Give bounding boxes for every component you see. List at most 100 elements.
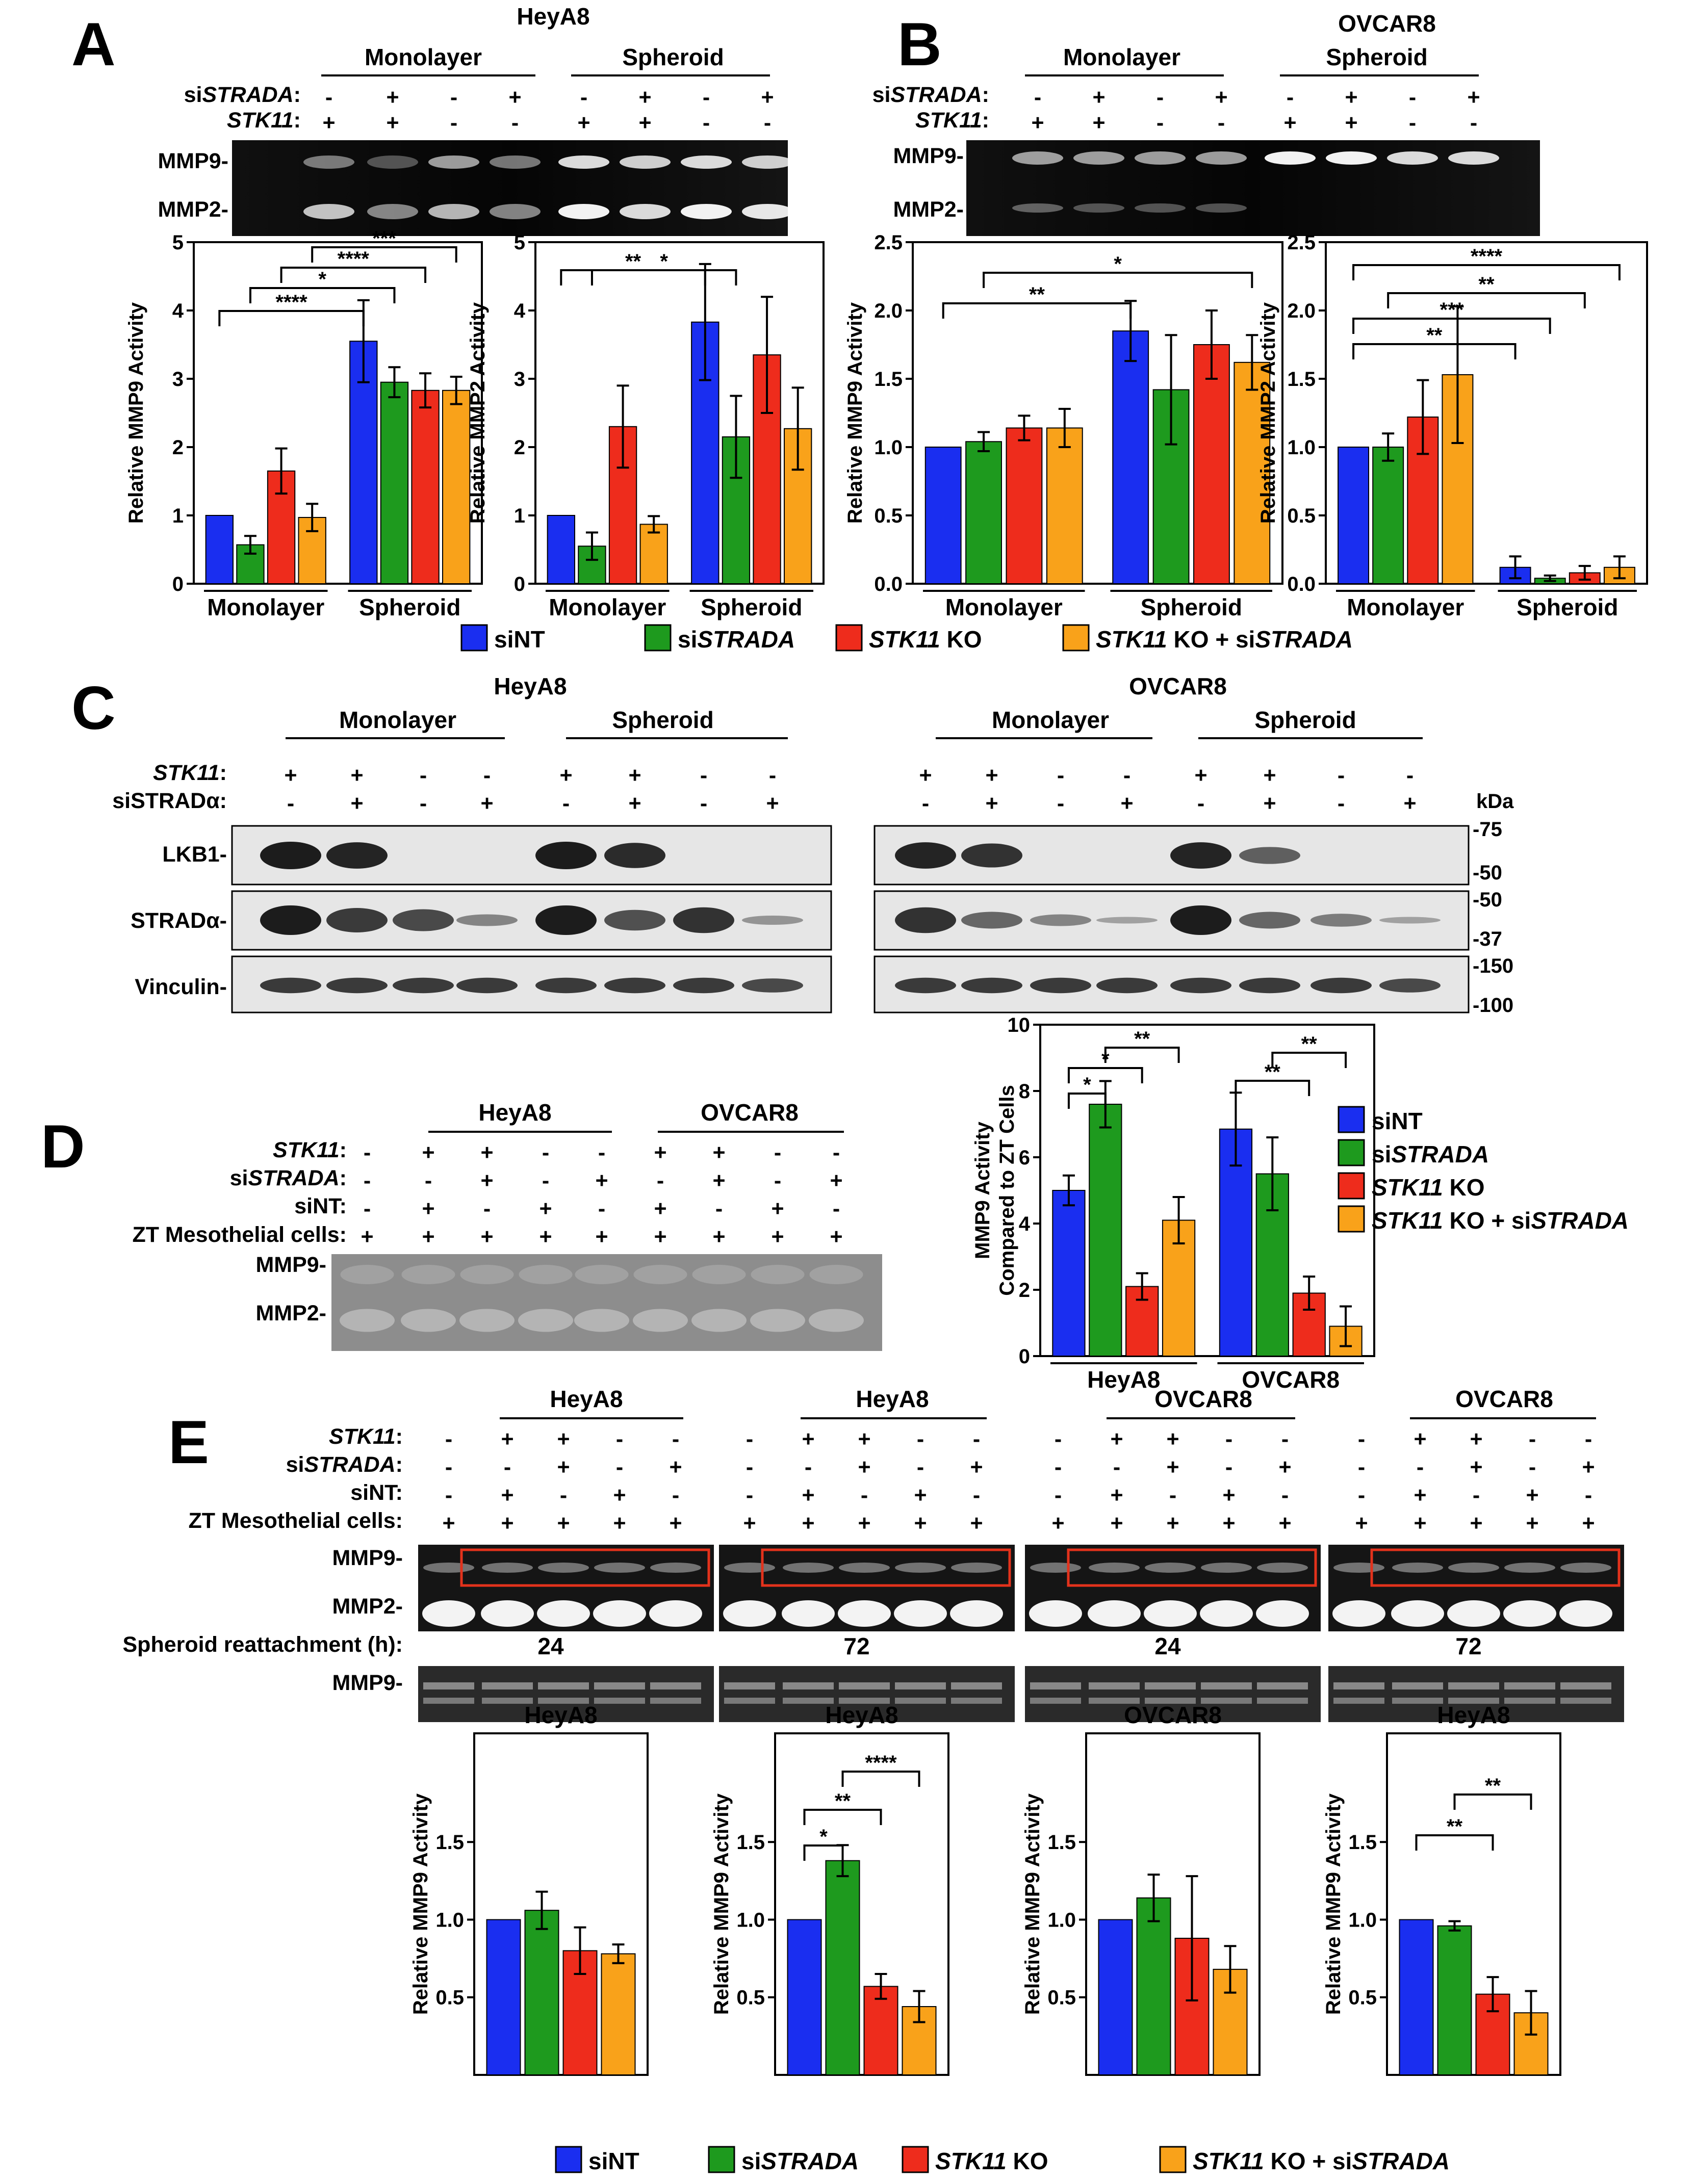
e3-mmp9-band [1030,1563,1081,1573]
e2-sign-row0-0: - [746,1427,753,1451]
chart-frame [912,241,1283,585]
d-heya8-title: HeyA8 [478,1099,551,1126]
e4-mmp2-band [1447,1600,1500,1627]
legend-d-swatch-KOsi [1338,1205,1365,1233]
legend-e-label-part: STRADA [761,2148,859,2174]
c-strada-band [393,909,454,931]
significance-bracket [1352,264,1621,280]
y-tick-label: 0.5 [1047,1987,1076,2009]
a-sign-strada-3: + [508,85,521,110]
c-blot-frame [231,825,832,886]
b-sign-stk11-0: + [1031,111,1044,135]
legend-e-label-siSTRADA: siSTRADA [741,2148,859,2174]
a-sign-stk11-6: - [703,111,710,135]
e4-sign-row0-4: - [1585,1427,1592,1451]
e4-sign-row1-1: - [1417,1455,1424,1479]
chart-frame [473,1732,649,2076]
a-sign-strada-6: - [703,85,710,110]
d-sign-strada-0: - [364,1168,371,1193]
c-vinculin-band [1096,977,1158,994]
a-mmp9-band [367,155,418,169]
e3-sign-row3-0: + [1051,1511,1064,1536]
c-vinculin-band [326,977,388,994]
c-vinculin-band [742,978,803,993]
a-sign-strada-5: + [638,85,651,110]
bar-siNT [486,1919,521,2076]
panel-c-headers: HeyA8 OVCAR8 Monolayer Spheroid Monolaye… [339,673,1356,733]
d-mmp2-band [750,1309,805,1332]
e-row-stk11: STK11: [329,1424,403,1449]
c-kda-markers: kDa -75 -50 -50 -37 -150 -100 [1473,790,1514,1017]
y-tick-label: 4 [514,300,526,322]
d-sign-strada-7: - [774,1168,781,1193]
b-sign-strada-7: + [1467,85,1480,110]
d-sign-stk11-1: + [422,1140,434,1165]
d-sign-sint-6: - [715,1197,723,1221]
b-sign-stk11-3: - [1218,111,1225,135]
legend-d-label-part: STK11 [1372,1207,1443,1234]
e1-sign-row0-0: - [445,1427,452,1451]
d-sign-sint-2: - [483,1197,491,1221]
legend-ab-label-KO: STK11 KO [869,626,982,653]
significance-bracket [1352,318,1551,334]
y-axis-label: Relative MMP9 Activity [844,302,866,524]
legend-ab-label-siNT: siNT [494,626,545,653]
b-sign-stk11-2: - [1157,111,1164,135]
y-tick-label: 0 [1019,1345,1030,1368]
e1-crop-band [594,1682,645,1689]
bar-siNT [1052,1190,1086,1357]
y-tick-label: 0.5 [1348,1987,1377,2009]
d-sign-sint-7: + [771,1197,784,1221]
bar-KOsi [639,524,668,585]
b-sign-strada-5: + [1345,85,1357,110]
b-row-stk11: STK11: [915,108,989,133]
a-mmp2-band [490,204,541,219]
e1-mmp2-band [593,1600,646,1627]
e3-sign-row0-4: - [1281,1427,1289,1451]
y-axis-label: Compared to ZT Cells [996,1085,1018,1295]
b-cell-title: OVCAR8 [1338,10,1436,37]
a-sign-stk11-0: + [322,111,335,135]
e3-crop-band [1201,1682,1252,1689]
e1-sign-row2-1: + [501,1483,513,1507]
group-label: Spheroid [359,594,460,620]
e4-crop-band [1392,1682,1443,1689]
e2-sign-row3-4: + [970,1511,983,1536]
y-tick-label: 4 [172,300,184,322]
e1-mmp2-band [649,1600,702,1627]
legend-ab-label-part: siNT [494,626,545,653]
c-row-labels: STK11: siSTRADα: [112,761,227,813]
e-row-strada: siSTRADA: [286,1452,403,1477]
c-strada-band [673,907,734,933]
y-tick-label: 1 [514,505,525,527]
ab-gel-labels: MMP9- MMP2- MMP9- MMP2- [158,144,964,222]
e3-sign-row3-2: + [1166,1511,1179,1536]
a-sign-strada-0: - [325,85,332,110]
b-sign-stk11-1: + [1092,111,1105,135]
a-sign-strada-4: - [580,85,587,110]
e1-sign-row3-3: + [613,1511,626,1536]
legend-d-label-part: siNT [1372,1108,1423,1134]
c-sign-strada-r-2: - [1057,791,1064,816]
e-label-mmp2: MMP2- [332,1594,403,1619]
e1-sign-row1-3: - [616,1455,623,1479]
d-mmp9-band [575,1265,629,1284]
c-vinculin-band [961,977,1022,994]
significance-bracket [1352,343,1517,359]
e4-sign-row3-4: + [1582,1511,1595,1536]
d-sign-sint-4: - [598,1197,605,1221]
significance-label: ** [835,1790,851,1812]
y-tick-label: 1.5 [1348,1831,1377,1854]
significance-bracket [983,272,1253,288]
a-sign-strada-1: + [386,85,399,110]
d-gel-bands [340,1265,864,1332]
b-sign-strada-1: + [1092,85,1105,110]
chart-frame [193,241,483,585]
e3-sign-row3-3: + [1222,1511,1235,1536]
c-vinculin-band [1379,978,1441,993]
significance-label: **** [1471,245,1503,268]
e4-crop-band [1392,1698,1443,1704]
c-ovcar8-monolayer: Monolayer [992,707,1109,733]
c-strada-band [1239,912,1300,929]
